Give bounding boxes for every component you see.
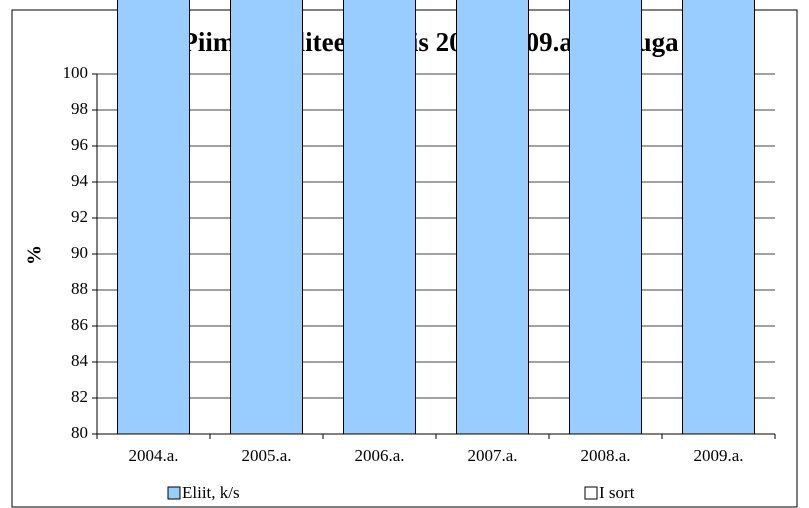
legend-swatch bbox=[167, 486, 181, 500]
bar-segment bbox=[456, 0, 529, 435]
x-tick-label: 2009.a. bbox=[693, 446, 743, 465]
y-tick-label: 84 bbox=[71, 351, 89, 370]
x-tick-label: 2004.a. bbox=[128, 446, 178, 465]
x-tick-label: 2005.a. bbox=[241, 446, 291, 465]
y-tick-label: 100 bbox=[63, 63, 89, 82]
y-tick-label: 96 bbox=[71, 135, 88, 154]
bar-segment bbox=[343, 0, 416, 435]
bar-segment bbox=[117, 0, 190, 435]
y-tick-label: 82 bbox=[71, 387, 88, 406]
legend-label: I sort bbox=[599, 483, 635, 502]
bar-segment bbox=[569, 0, 642, 435]
y-axis-label: % bbox=[24, 245, 46, 265]
y-tick-label: 92 bbox=[71, 207, 88, 226]
y-tick-label: 88 bbox=[71, 279, 88, 298]
x-tick-label: 2007.a. bbox=[467, 446, 517, 465]
legend-swatch bbox=[584, 486, 598, 500]
bar-segment bbox=[230, 0, 303, 435]
y-tick-label: 90 bbox=[71, 243, 88, 262]
bar-segment bbox=[682, 0, 755, 435]
y-tick-label: 94 bbox=[71, 171, 89, 190]
x-tick-label: 2008.a. bbox=[580, 446, 630, 465]
y-tick-label: 86 bbox=[71, 315, 88, 334]
y-tick-label: 80 bbox=[71, 423, 88, 442]
x-tick-label: 2006.a. bbox=[354, 446, 404, 465]
legend-label: Eliit, k/s bbox=[182, 483, 240, 502]
y-tick-label: 98 bbox=[71, 99, 88, 118]
